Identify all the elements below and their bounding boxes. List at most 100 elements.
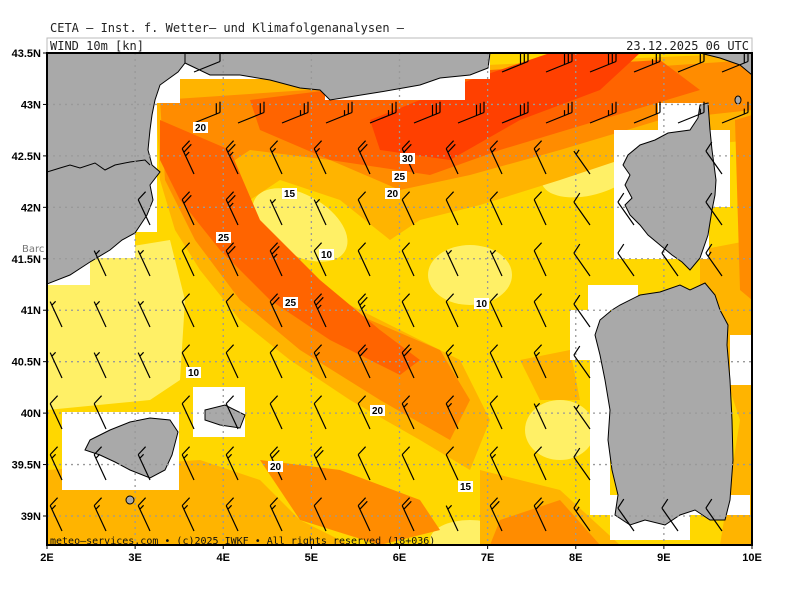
wind-barb bbox=[573, 149, 591, 175]
wind-barb bbox=[181, 497, 195, 532]
wind-barb bbox=[369, 101, 397, 124]
land-islet bbox=[125, 495, 135, 505]
wind-barb bbox=[313, 395, 327, 430]
land-mallorca bbox=[84, 417, 179, 479]
land-france-coast bbox=[184, 53, 491, 101]
wind-barb bbox=[49, 395, 63, 430]
wind-barb bbox=[193, 53, 221, 73]
wind-barb bbox=[489, 140, 503, 175]
wind-barb bbox=[533, 140, 547, 175]
wind-barb bbox=[225, 293, 239, 328]
wind-barb bbox=[313, 242, 327, 277]
wind-barb bbox=[445, 191, 459, 226]
wind-barb bbox=[533, 497, 547, 532]
wind-barb bbox=[705, 192, 723, 226]
wind-barb bbox=[589, 101, 617, 124]
wind-barb bbox=[181, 395, 195, 430]
lon-tick-label: 9E bbox=[657, 552, 670, 564]
wind-barb bbox=[49, 300, 63, 328]
wind-barb bbox=[401, 395, 415, 430]
lon-tick-label: 5E bbox=[305, 552, 318, 564]
wind-barb bbox=[489, 191, 503, 226]
institute-title: CETA — Inst. f. Wetter— und Klimafolgena… bbox=[50, 21, 405, 35]
wind-barb bbox=[533, 293, 547, 328]
plot-area: 20 30 25 15 20 25 10 10 25 10 20 20 15 m… bbox=[47, 53, 752, 547]
wind-barb bbox=[445, 249, 459, 277]
lat-tick-label: 43.5N bbox=[12, 48, 41, 60]
wind-barb bbox=[573, 404, 591, 430]
wind-barb bbox=[313, 446, 327, 481]
wind-barb bbox=[93, 497, 107, 532]
wind-barb bbox=[489, 395, 503, 430]
wind-barb bbox=[489, 249, 503, 277]
wind-barb bbox=[357, 191, 371, 226]
wind-barb bbox=[533, 446, 547, 481]
wind-barb bbox=[501, 53, 529, 73]
wind-barb bbox=[181, 446, 195, 481]
wind-barb bbox=[181, 191, 195, 226]
land-spain-france bbox=[47, 53, 191, 285]
svg-text:20: 20 bbox=[195, 123, 207, 134]
wind-barb bbox=[93, 395, 107, 430]
lon-tick-label: 8E bbox=[569, 552, 582, 564]
wind-barb bbox=[633, 101, 661, 124]
wind-barb bbox=[225, 344, 239, 379]
contour-label: 30 bbox=[400, 153, 415, 165]
wind-barb bbox=[445, 504, 459, 532]
wind-barb bbox=[533, 191, 547, 226]
contour-label: 25 bbox=[392, 171, 407, 183]
wind-barb bbox=[401, 242, 415, 277]
wind-barb bbox=[357, 497, 371, 532]
wind-barb bbox=[281, 101, 309, 124]
contour-label: 10 bbox=[186, 367, 201, 379]
wind-barb bbox=[49, 497, 63, 532]
wind-barb bbox=[137, 249, 151, 277]
svg-text:25: 25 bbox=[285, 298, 297, 309]
wind-barb bbox=[413, 101, 441, 124]
contour-label: 10 bbox=[319, 249, 334, 261]
lon-tick-label: 6E bbox=[393, 552, 406, 564]
wind-barb bbox=[225, 446, 239, 481]
wind-barb bbox=[313, 293, 327, 328]
wind-barb bbox=[401, 497, 415, 532]
field-level-orange bbox=[160, 60, 752, 545]
contour-label: 15 bbox=[458, 481, 473, 493]
wind-barb bbox=[721, 101, 749, 124]
wind-barb bbox=[225, 191, 239, 226]
wind-barb bbox=[269, 344, 283, 379]
wind-barb bbox=[445, 446, 459, 481]
wind-barb bbox=[269, 198, 283, 226]
lat-tick-label: 40N bbox=[21, 408, 41, 420]
wind-barb bbox=[617, 498, 635, 532]
contour-label: 15 bbox=[282, 188, 297, 200]
wind-barb bbox=[401, 446, 415, 481]
lon-tick-label: 3E bbox=[128, 552, 141, 564]
wind-barb bbox=[457, 101, 485, 124]
lat-tick-label: 40.5N bbox=[12, 357, 41, 369]
land-italy bbox=[699, 53, 752, 76]
svg-text:15: 15 bbox=[284, 189, 296, 200]
lat-tick-label: 41.5N bbox=[12, 254, 41, 266]
wind-barb bbox=[705, 243, 723, 277]
wind-barb bbox=[617, 243, 635, 277]
wind-barb bbox=[661, 243, 679, 277]
svg-text:20: 20 bbox=[372, 406, 384, 417]
wind-barb bbox=[573, 243, 591, 277]
wind-barb bbox=[357, 446, 371, 481]
svg-text:25: 25 bbox=[394, 172, 406, 183]
wind-barb bbox=[573, 447, 591, 481]
wind-barb bbox=[705, 141, 723, 175]
copyright-credit: meteo—services.com • (c)2025 IWKF • All … bbox=[50, 536, 435, 547]
contour-labels: 20 30 25 15 20 25 10 10 25 10 20 20 15 bbox=[186, 122, 489, 493]
wind-barb bbox=[313, 497, 327, 532]
wind-barb bbox=[137, 300, 151, 328]
wind-barb bbox=[489, 497, 503, 532]
lat-tick-label: 42.5N bbox=[12, 151, 41, 163]
wind-barb bbox=[489, 446, 503, 481]
wind-barb bbox=[269, 242, 283, 277]
wind-barb bbox=[93, 446, 107, 481]
lon-tick-label: 4E bbox=[217, 552, 230, 564]
wind-barb bbox=[313, 344, 327, 379]
wind-barb bbox=[269, 140, 283, 175]
wind-barb bbox=[225, 242, 239, 277]
